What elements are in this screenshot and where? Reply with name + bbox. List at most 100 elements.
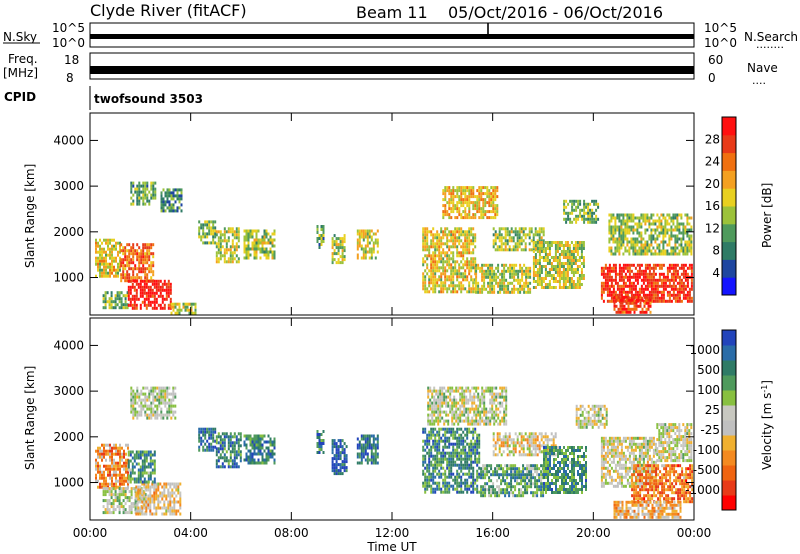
velocity-cbar-tick: -500 xyxy=(693,463,720,477)
freq-label-1: Freq. xyxy=(8,52,38,66)
velocity-ytick-label: 3000 xyxy=(53,384,84,398)
velocity-cbar-swatch xyxy=(722,495,736,511)
power-blob xyxy=(120,243,155,283)
velocity-cbar-tick: -100 xyxy=(693,443,720,457)
power-cbar-tick: 12 xyxy=(705,221,720,235)
velocity-blob xyxy=(243,434,276,465)
velocity-blob xyxy=(356,434,379,465)
power-blob xyxy=(198,220,217,245)
freq-strip: Freq. [MHz] 18 8 60 0 Nave .... xyxy=(3,52,778,87)
power-blob xyxy=(160,188,183,213)
velocity-ylabel: Slant Range [km] xyxy=(23,366,37,470)
power-panel: 1000 2000 3000 4000 Slant Range [km] 4 8 12 16… xyxy=(23,112,774,316)
velocity-cbar-tick: -1000 xyxy=(685,483,720,497)
freq-label-2: [MHz] xyxy=(3,66,38,80)
time-axis-label: Time UT xyxy=(366,540,417,554)
time-tick-label: 20:00 xyxy=(576,526,611,540)
velocity-cbar-swatch xyxy=(722,420,736,436)
nsearch-dots: ........ xyxy=(756,38,784,51)
power-blob xyxy=(170,302,197,315)
velocity-blob xyxy=(215,432,242,469)
velocity-heatmap xyxy=(95,386,694,519)
velocity-cbar-swatch xyxy=(722,435,736,451)
time-tick-label: 00:00 xyxy=(677,526,712,540)
velocity-blob xyxy=(127,450,156,484)
power-cbar-tick: 16 xyxy=(705,199,720,213)
power-ytick-label: 1000 xyxy=(53,271,84,285)
velocity-cbar-swatch xyxy=(722,450,736,466)
velocity-cbar-tick: 1000 xyxy=(689,343,720,357)
nsky-right-top: 10^5 xyxy=(704,21,737,35)
power-blob xyxy=(608,213,693,256)
power-cbar-swatch xyxy=(722,241,736,260)
velocity-blob xyxy=(135,482,182,516)
power-cbar-label: Power [dB] xyxy=(760,183,774,248)
time-tick-label: 08:00 xyxy=(274,526,309,540)
power-cbar-swatch xyxy=(722,170,736,189)
power-blob xyxy=(316,225,325,249)
nsky-label: N.Sky xyxy=(3,30,37,44)
velocity-cbar-swatch xyxy=(722,345,736,361)
velocity-blob xyxy=(480,464,545,498)
velocity-blob xyxy=(316,430,325,454)
velocity-blob xyxy=(656,423,693,463)
power-cbar-swatch xyxy=(722,223,736,243)
velocity-cbar-swatch xyxy=(722,390,736,406)
velocity-cbar-swatch xyxy=(722,465,736,481)
power-colorbar: 4 8 12 16 20 24 28 xyxy=(705,116,737,296)
power-ytick-label: 2000 xyxy=(53,225,84,239)
nsearch-label: N.Search xyxy=(744,30,798,44)
cpid-value: twofsound 3503 xyxy=(94,92,203,106)
velocity-colorbar: -1000 -500 -100 -25 25 100 500 1000 xyxy=(685,329,737,511)
power-ylabel: Slant Range [km] xyxy=(23,164,37,268)
velocity-cbar-swatch xyxy=(722,360,736,376)
velocity-cbar-swatch xyxy=(722,405,736,421)
velocity-ytick-label: 1000 xyxy=(53,476,84,490)
power-cbar-tick: 28 xyxy=(705,132,720,146)
velocity-y-axis: 1000 2000 3000 4000 xyxy=(53,338,694,490)
nave-dots: .... xyxy=(752,74,766,87)
nsky-right-bottom: 10^0 xyxy=(704,36,737,50)
velocity-blob xyxy=(130,386,177,420)
velocity-ytick-label: 4000 xyxy=(53,338,84,352)
velocity-cbar-tick: 25 xyxy=(705,403,720,417)
velocity-cbar-label: Velocity [m s-1] xyxy=(760,380,775,470)
power-blob xyxy=(130,181,157,206)
cpid-label: CPID xyxy=(4,90,36,104)
power-cbar-swatch xyxy=(722,259,736,278)
freq-right-bottom: 0 xyxy=(708,71,716,85)
power-blob xyxy=(95,238,121,278)
date-range-title: 05/Oct/2016 - 06/Oct/2016 xyxy=(448,3,663,22)
beam-title: Beam 11 xyxy=(356,3,428,22)
velocity-blob xyxy=(198,427,217,452)
freq-left-top: 18 xyxy=(64,53,79,67)
velocity-cbar-swatch xyxy=(722,330,736,346)
velocity-cbar-swatch xyxy=(722,375,736,391)
nsky-strip: N.Sky 10^5 10^0 10^5 10^0 N.Search .....… xyxy=(3,21,798,51)
freq-trace xyxy=(90,66,694,74)
power-cbar-swatch xyxy=(722,206,736,225)
power-ytick-label: 4000 xyxy=(53,133,84,147)
velocity-blob xyxy=(427,386,508,426)
velocity-blob xyxy=(422,427,481,494)
power-cbar-swatch xyxy=(722,134,736,154)
velocity-cbar-tick: 100 xyxy=(697,383,720,397)
power-ytick-label: 3000 xyxy=(53,179,84,193)
power-cbar-tick: 4 xyxy=(712,266,720,280)
power-heatmap xyxy=(95,181,693,315)
freq-left-bottom: 8 xyxy=(66,71,74,85)
velocity-blob xyxy=(600,436,657,488)
time-axis: 00:00 04:00 08:00 12:00 16:00 20:00 00:00 xyxy=(73,113,712,540)
velocity-cbar-tick: 500 xyxy=(697,363,720,377)
station-title: Clyde River (fitACF) xyxy=(90,1,247,20)
power-cbar-swatch xyxy=(722,117,736,136)
power-blob xyxy=(532,241,585,289)
power-blob xyxy=(613,295,652,314)
power-blob xyxy=(563,199,600,224)
power-cbar-tick: 20 xyxy=(705,177,720,191)
power-blob xyxy=(442,186,499,220)
power-blob xyxy=(127,279,172,310)
time-tick-label: 12:00 xyxy=(375,526,410,540)
velocity-cbar-tick: -25 xyxy=(700,423,720,437)
